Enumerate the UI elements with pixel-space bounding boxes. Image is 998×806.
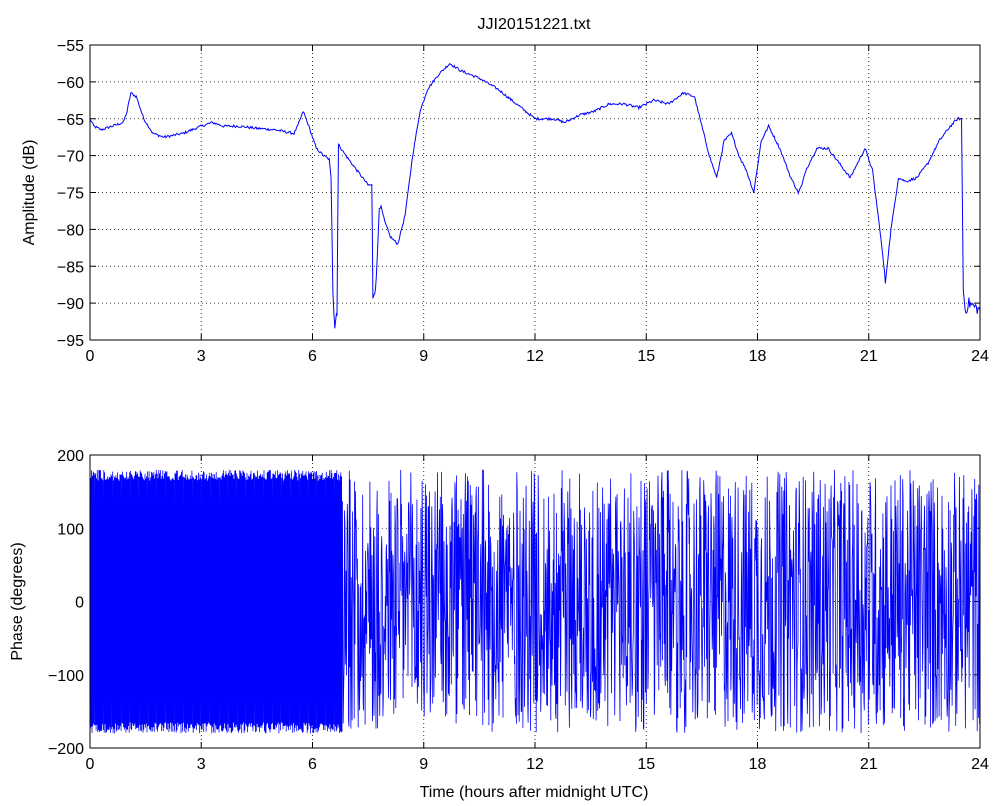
amplitude-line	[89, 63, 981, 329]
amplitude-series	[89, 63, 981, 329]
x-tick-label: 24	[971, 756, 989, 773]
y-tick-label: −75	[57, 186, 84, 203]
y-tick-label: −90	[57, 296, 84, 313]
y-tick-label: −60	[57, 75, 84, 92]
y-tick-label: −200	[48, 741, 84, 758]
y-tick-label: 100	[57, 521, 84, 538]
x-tick-label: 18	[749, 348, 767, 365]
phase-x-axis-label: Time (hours after midnight UTC)	[420, 784, 649, 801]
y-tick-label: 0	[75, 595, 84, 612]
chart-title: JJI20151221.txt	[478, 16, 592, 33]
x-tick-label: 15	[637, 348, 655, 365]
x-tick-label: 18	[749, 756, 767, 773]
x-tick-label: 0	[86, 348, 95, 365]
amplitude-axes-box	[89, 44, 981, 341]
amplitude-y-axis-label: Amplitude (dB)	[21, 140, 38, 246]
x-tick-label: 3	[197, 348, 206, 365]
phase-series	[89, 469, 981, 734]
y-tick-label: −55	[57, 38, 84, 55]
phase-chart: 0 3 6 9 12 15 18 21 24 −200 −100 0 100 200 Phase (deg…	[9, 448, 989, 801]
x-tick-label: 9	[419, 756, 428, 773]
y-tick-label: −65	[57, 112, 84, 129]
amplitude-chart: JJI20151221.txt 0 3 6 9 12 15 18 21 24 −95 −90 −85 −…	[21, 16, 989, 365]
phase-line	[89, 469, 981, 734]
x-tick-label: 12	[526, 756, 544, 773]
y-tick-label: −80	[57, 222, 84, 239]
amplitude-ticks: 0 3 6 9 12 15 18 21 24 −95 −90 −85 −80 −75 −70 −65 −60 −5…	[57, 38, 989, 365]
x-tick-label: 21	[860, 348, 878, 365]
y-tick-label: 200	[57, 448, 84, 465]
x-tick-label: 21	[860, 756, 878, 773]
y-tick-label: −100	[48, 668, 84, 685]
x-tick-label: 6	[308, 756, 317, 773]
x-tick-label: 15	[637, 756, 655, 773]
x-tick-label: 3	[197, 756, 206, 773]
amplitude-grid	[90, 45, 980, 340]
y-tick-label: −85	[57, 259, 84, 276]
y-tick-label: −95	[57, 333, 84, 350]
phase-axes-box	[89, 454, 981, 749]
x-tick-label: 24	[971, 348, 989, 365]
phase-y-axis-label: Phase (degrees)	[9, 542, 26, 660]
y-tick-label: −70	[57, 149, 84, 166]
x-tick-label: 0	[86, 756, 95, 773]
x-tick-label: 6	[308, 348, 317, 365]
x-tick-label: 9	[419, 348, 428, 365]
x-tick-label: 12	[526, 348, 544, 365]
